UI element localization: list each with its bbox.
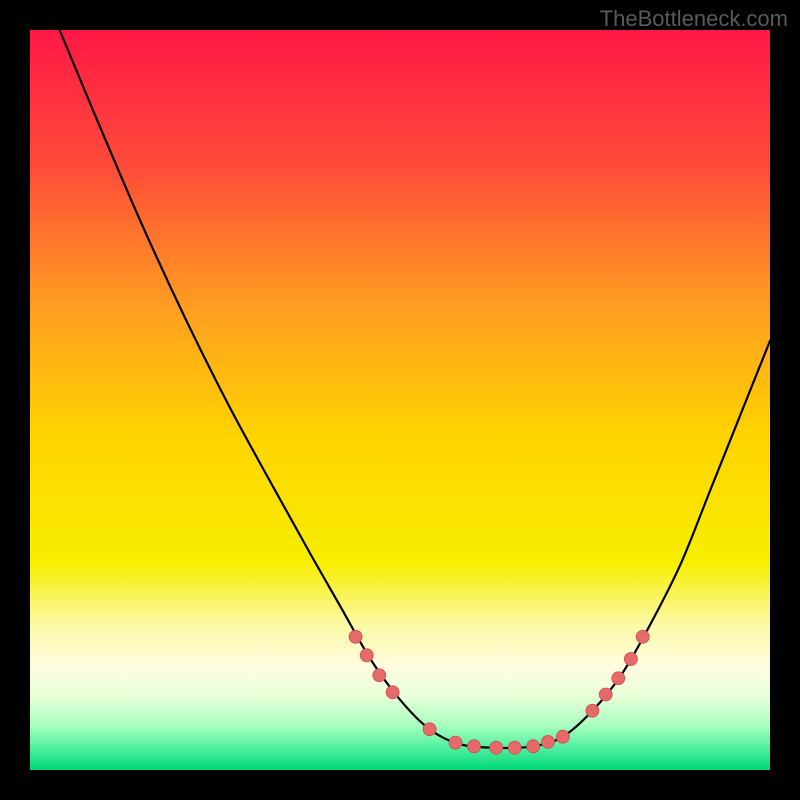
data-point-marker <box>386 686 399 699</box>
data-point-marker <box>636 630 649 643</box>
data-point-marker <box>508 741 521 754</box>
data-point-marker <box>527 740 540 753</box>
data-point-marker <box>586 704 599 717</box>
data-point-marker <box>490 741 503 754</box>
data-point-marker <box>599 688 612 701</box>
data-point-marker <box>556 730 569 743</box>
plot-area <box>30 30 770 770</box>
watermark-text: TheBottleneck.com <box>600 6 788 32</box>
data-point-marker <box>612 672 625 685</box>
data-point-marker <box>542 735 555 748</box>
data-point-marker <box>468 740 481 753</box>
marker-group <box>349 630 649 754</box>
data-point-marker <box>449 736 462 749</box>
data-point-marker <box>624 653 637 666</box>
data-point-marker <box>373 669 386 682</box>
data-point-marker <box>423 723 436 736</box>
curve-layer <box>30 30 770 770</box>
bottleneck-curve <box>60 30 770 748</box>
chart-container: TheBottleneck.com <box>0 0 800 800</box>
data-point-marker <box>360 649 373 662</box>
data-point-marker <box>349 630 362 643</box>
